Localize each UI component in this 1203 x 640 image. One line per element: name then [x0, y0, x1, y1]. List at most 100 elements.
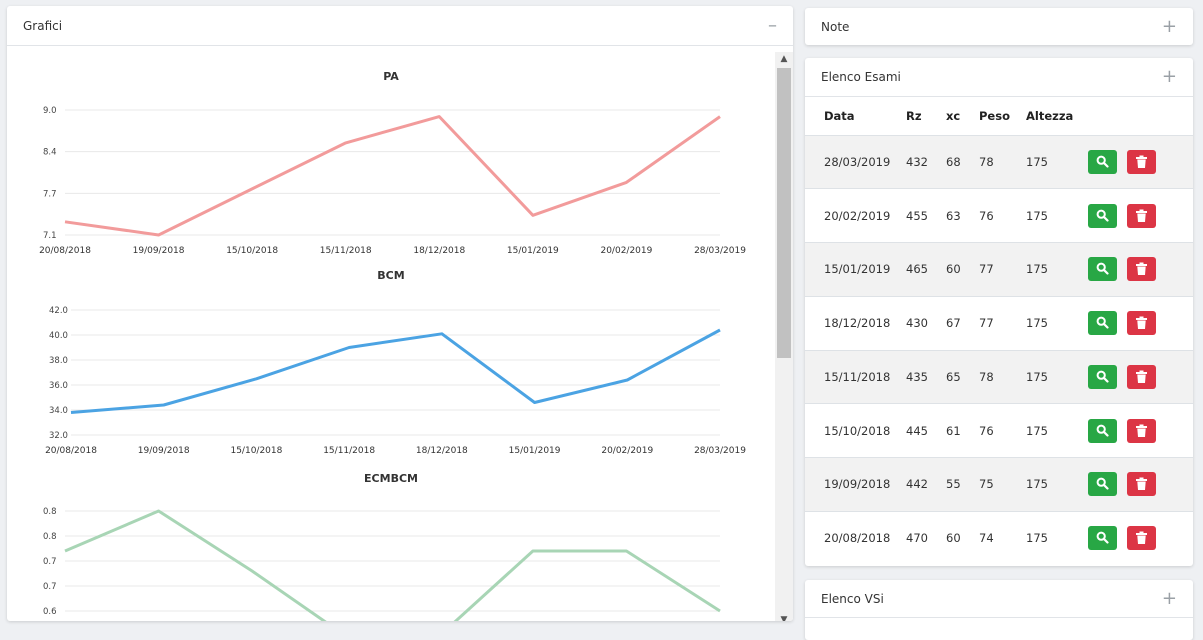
table-row: 28/03/2019 432 68 78 175 — [805, 135, 1193, 189]
cell-altezza: 175 — [1026, 208, 1048, 223]
view-button[interactable] — [1088, 526, 1117, 551]
cell-data: 28/03/2019 — [824, 154, 891, 169]
trash-icon — [1136, 477, 1147, 491]
note-header[interactable]: Note + — [805, 8, 1193, 45]
esami-panel: Elenco Esami + Data Rz xc Peso Altezza 2… — [805, 58, 1193, 566]
expand-icon[interactable]: + — [1161, 587, 1177, 609]
y-tick-label: 9.0 — [43, 106, 57, 116]
note-panel: Note + — [805, 8, 1193, 45]
view-button[interactable] — [1088, 203, 1117, 228]
chart-title: PA — [383, 70, 399, 83]
cell-altezza: 175 — [1026, 154, 1048, 169]
delete-button[interactable] — [1127, 418, 1156, 443]
cell-altezza: 175 — [1026, 262, 1048, 277]
row-actions — [1088, 243, 1193, 297]
delete-button[interactable] — [1127, 149, 1156, 174]
cell-data: 15/10/2018 — [824, 423, 891, 438]
cell-peso: 78 — [979, 369, 994, 384]
view-button[interactable] — [1088, 257, 1117, 282]
scroll-up-arrow-icon[interactable]: ▲ — [780, 54, 788, 64]
series-line — [70, 328, 721, 414]
delete-button[interactable] — [1127, 311, 1156, 336]
y-tick-label: 0.7 — [43, 557, 57, 567]
x-tick-label: 15/11/2018 — [320, 246, 372, 256]
x-tick-label: 20/08/2018 — [39, 246, 91, 256]
view-button[interactable] — [1088, 418, 1117, 443]
table-row: 19/09/2018 442 55 75 175 — [805, 457, 1193, 512]
x-tick-label: 15/10/2018 — [230, 446, 282, 456]
table-row: 20/02/2019 455 63 76 175 — [805, 188, 1193, 243]
table-row: 15/10/2018 445 61 76 175 — [805, 403, 1193, 458]
y-tick-label: 42.0 — [49, 306, 68, 316]
delete-button[interactable] — [1127, 472, 1156, 497]
delete-button[interactable] — [1127, 526, 1156, 551]
search-icon — [1096, 262, 1109, 275]
x-tick-label: 28/03/2019 — [694, 246, 746, 256]
x-tick-label: 15/11/2018 — [323, 446, 375, 456]
column-header-altezza: Altezza — [1026, 108, 1074, 123]
row-actions — [1088, 189, 1193, 243]
row-actions — [1088, 296, 1193, 350]
view-button[interactable] — [1088, 472, 1117, 497]
table-row: 18/12/2018 430 67 77 175 — [805, 296, 1193, 350]
table-header-row: Data Rz xc Peso Altezza — [805, 97, 1193, 135]
expand-icon[interactable]: + — [1161, 15, 1177, 37]
view-button[interactable] — [1088, 311, 1117, 336]
scroll-down-arrow-icon[interactable]: ▼ — [780, 615, 788, 621]
delete-button[interactable] — [1127, 257, 1156, 282]
grafici-panel: Grafici – PA 7.1 7.7 8.4 9.0 20/08/2018 19/09/… — [7, 6, 793, 621]
charts-scroll-area[interactable]: PA 7.1 7.7 8.4 9.0 20/08/2018 19/09/2018 15/10/… — [7, 46, 779, 621]
grafici-title: Grafici — [23, 18, 63, 33]
cell-xc: 60 — [946, 262, 961, 277]
esami-table: Data Rz xc Peso Altezza 28/03/2019 432 68 7… — [805, 97, 1193, 565]
cell-xc: 61 — [946, 423, 961, 438]
charts-scrollbar[interactable]: ▲ ▼ — [775, 52, 793, 621]
x-tick-label: 28/03/2019 — [694, 446, 746, 456]
cell-altezza: 175 — [1026, 369, 1048, 384]
grafici-header: Grafici – — [7, 6, 793, 46]
vsi-header[interactable]: Elenco VSi + — [805, 580, 1193, 618]
cell-rz: 432 — [906, 154, 928, 169]
cell-data: 18/12/2018 — [824, 316, 891, 331]
cell-altezza: 175 — [1026, 477, 1048, 492]
y-tick-label: 0.8 — [43, 532, 57, 542]
search-icon — [1096, 316, 1109, 329]
cell-rz: 470 — [906, 531, 928, 546]
trash-icon — [1136, 155, 1147, 168]
y-tick-label: 7.1 — [43, 231, 57, 241]
x-tick-label: 15/01/2019 — [509, 446, 561, 456]
search-icon — [1096, 531, 1109, 544]
cell-rz: 435 — [906, 369, 928, 384]
cell-peso: 76 — [979, 423, 994, 438]
trash-icon — [1136, 531, 1147, 545]
vsi-panel: Elenco VSi + — [805, 580, 1193, 640]
delete-button[interactable] — [1127, 203, 1156, 228]
collapse-icon[interactable]: – — [768, 14, 777, 36]
cell-data: 15/01/2019 — [824, 262, 891, 277]
esami-header[interactable]: Elenco Esami + — [805, 58, 1193, 97]
view-button[interactable] — [1088, 364, 1117, 389]
cell-peso: 78 — [979, 154, 994, 169]
x-tick-label: 19/09/2018 — [133, 246, 185, 256]
cell-xc: 60 — [946, 531, 961, 546]
cell-peso: 76 — [979, 208, 994, 223]
delete-button[interactable] — [1127, 364, 1156, 389]
search-icon — [1096, 477, 1109, 490]
cell-rz: 445 — [906, 423, 928, 438]
y-tick-label: 40.0 — [49, 331, 68, 341]
charts-canvas: PA 7.1 7.7 8.4 9.0 20/08/2018 19/09/2018 15/10/… — [39, 70, 746, 621]
trash-icon — [1136, 424, 1147, 437]
expand-icon[interactable]: + — [1161, 66, 1177, 87]
scroll-thumb[interactable] — [777, 68, 791, 358]
cell-data: 15/11/2018 — [824, 369, 891, 384]
y-tick-label: 8.4 — [43, 148, 57, 158]
view-button[interactable] — [1088, 149, 1117, 174]
x-tick-label: 18/12/2018 — [416, 446, 468, 456]
cell-rz: 465 — [906, 262, 928, 277]
cell-altezza: 175 — [1026, 531, 1048, 546]
series-line — [64, 509, 721, 621]
x-tick-label: 20/02/2019 — [601, 446, 653, 456]
note-title: Note — [821, 19, 850, 34]
column-header-actions — [1088, 97, 1193, 135]
x-tick-label: 15/10/2018 — [226, 246, 278, 256]
